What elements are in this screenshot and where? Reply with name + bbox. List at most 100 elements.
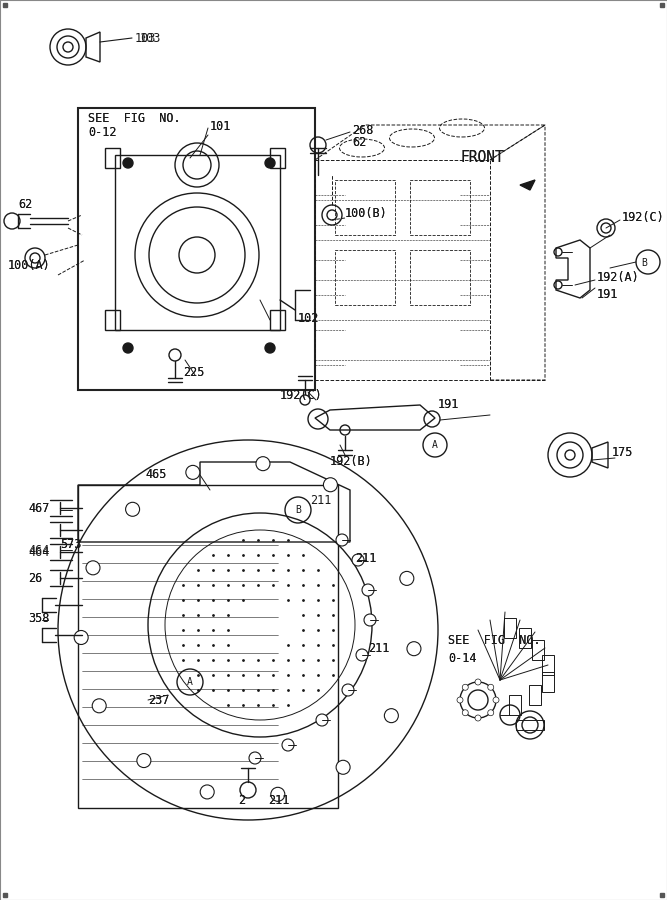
Text: 268: 268 xyxy=(352,123,374,137)
Text: 191: 191 xyxy=(438,399,460,411)
Text: 211: 211 xyxy=(268,794,289,806)
Text: 573: 573 xyxy=(60,537,81,551)
Bar xyxy=(105,310,120,330)
Text: 225: 225 xyxy=(183,366,204,380)
Circle shape xyxy=(125,502,139,517)
Text: 211: 211 xyxy=(268,794,289,806)
Text: 192(C): 192(C) xyxy=(622,212,665,224)
Bar xyxy=(519,628,531,648)
Text: 268: 268 xyxy=(352,123,374,137)
Text: 103: 103 xyxy=(140,32,161,44)
Circle shape xyxy=(462,710,468,716)
Text: 2: 2 xyxy=(238,794,245,806)
Text: 358: 358 xyxy=(28,611,49,625)
Text: FRONT: FRONT xyxy=(460,150,504,166)
Circle shape xyxy=(249,752,261,764)
Text: 62: 62 xyxy=(352,137,366,149)
Circle shape xyxy=(462,684,468,690)
Text: 0-14: 0-14 xyxy=(448,652,476,664)
Text: A: A xyxy=(432,440,438,450)
Bar xyxy=(516,720,544,730)
Circle shape xyxy=(488,684,494,690)
Circle shape xyxy=(407,642,421,656)
Circle shape xyxy=(336,760,350,774)
Text: SEE  FIG  NO.: SEE FIG NO. xyxy=(88,112,181,124)
Text: 175: 175 xyxy=(612,446,634,460)
Text: 0-12: 0-12 xyxy=(88,127,117,140)
Text: 211: 211 xyxy=(355,552,376,564)
Bar xyxy=(78,108,315,390)
Circle shape xyxy=(316,714,328,726)
Circle shape xyxy=(457,697,463,703)
Circle shape xyxy=(364,614,376,626)
Text: 191: 191 xyxy=(597,289,618,302)
Text: FRONT: FRONT xyxy=(460,150,504,166)
Text: 237: 237 xyxy=(148,694,169,706)
Bar xyxy=(270,310,285,330)
Text: 211: 211 xyxy=(368,642,390,654)
Text: 101: 101 xyxy=(210,121,231,133)
Text: 192(C): 192(C) xyxy=(622,212,665,224)
Bar xyxy=(105,148,120,168)
Circle shape xyxy=(488,710,494,716)
Circle shape xyxy=(137,753,151,768)
Text: B: B xyxy=(295,505,301,515)
Circle shape xyxy=(200,785,214,799)
Circle shape xyxy=(400,572,414,585)
Text: 211: 211 xyxy=(355,552,376,564)
Text: 467: 467 xyxy=(28,501,49,515)
Text: B: B xyxy=(641,258,647,268)
Text: A: A xyxy=(187,677,193,687)
Text: 26: 26 xyxy=(28,572,42,584)
Text: 358: 358 xyxy=(28,611,49,625)
Circle shape xyxy=(282,739,294,751)
Text: 102: 102 xyxy=(298,311,319,325)
Circle shape xyxy=(342,684,354,696)
Circle shape xyxy=(493,697,499,703)
Text: 0-14: 0-14 xyxy=(448,652,476,664)
Text: 175: 175 xyxy=(612,446,634,460)
Bar xyxy=(542,672,554,692)
Bar xyxy=(532,640,544,660)
Text: 465: 465 xyxy=(145,469,166,482)
Circle shape xyxy=(362,584,374,596)
Text: 102: 102 xyxy=(298,311,319,325)
Text: 464: 464 xyxy=(28,544,49,556)
Polygon shape xyxy=(520,180,535,190)
Text: 26: 26 xyxy=(28,572,42,584)
Circle shape xyxy=(336,534,348,546)
Text: 62: 62 xyxy=(352,137,366,149)
Text: 192(A): 192(A) xyxy=(597,272,640,284)
Circle shape xyxy=(265,158,275,168)
Text: 100(B): 100(B) xyxy=(345,206,388,220)
Text: 465: 465 xyxy=(145,469,166,482)
Text: 62: 62 xyxy=(18,199,32,212)
Circle shape xyxy=(475,715,481,721)
Bar xyxy=(335,250,395,305)
Text: SEE  FIG  NO.: SEE FIG NO. xyxy=(88,112,181,124)
Circle shape xyxy=(352,554,364,566)
Text: 211: 211 xyxy=(368,642,390,654)
Circle shape xyxy=(384,708,398,723)
Circle shape xyxy=(271,788,285,801)
Bar xyxy=(270,148,285,168)
Bar xyxy=(509,695,521,715)
Circle shape xyxy=(323,478,338,491)
Text: 192(B): 192(B) xyxy=(330,455,373,469)
Text: 191: 191 xyxy=(597,289,618,302)
Text: 191: 191 xyxy=(438,399,460,411)
Circle shape xyxy=(74,631,88,644)
Text: 467: 467 xyxy=(28,501,49,515)
Circle shape xyxy=(265,343,275,353)
Text: 100(A): 100(A) xyxy=(8,259,51,273)
Circle shape xyxy=(256,456,270,471)
Text: SEE  FIG  NO.: SEE FIG NO. xyxy=(448,634,541,646)
Text: 464: 464 xyxy=(28,545,49,559)
Circle shape xyxy=(92,698,106,713)
Text: SEE  FIG  NO.: SEE FIG NO. xyxy=(448,634,541,646)
Text: 100(A): 100(A) xyxy=(8,259,51,273)
Bar xyxy=(335,180,395,235)
Text: 2: 2 xyxy=(238,794,245,806)
Text: 225: 225 xyxy=(183,366,204,380)
Text: 211: 211 xyxy=(310,493,331,507)
